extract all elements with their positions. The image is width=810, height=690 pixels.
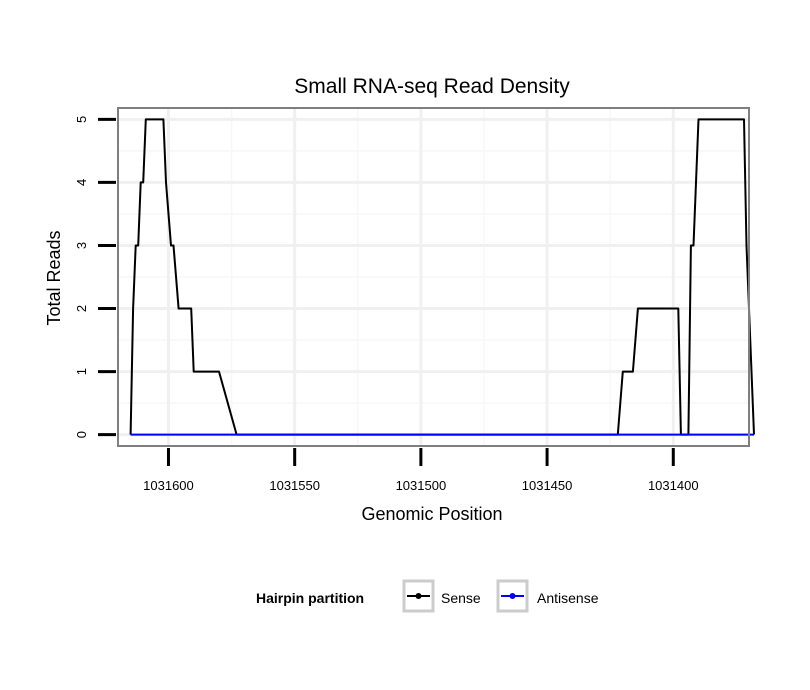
legend-key-antisense-point — [509, 593, 516, 599]
legend-label-antisense: Antisense — [537, 590, 599, 606]
x-axis: 1031600 1031550 1031500 1031450 1031400 — [143, 448, 699, 493]
x-tick-label-0: 1031600 — [143, 478, 194, 493]
y-tick-label-2: 2 — [74, 305, 89, 312]
plot-border — [117, 107, 750, 447]
legend-label-sense: Sense — [441, 590, 481, 606]
x-tick-label-2: 1031500 — [396, 478, 447, 493]
y-tick-label-5: 5 — [74, 116, 89, 123]
series-layer — [129, 118, 755, 436]
y-tick-label-4: 4 — [74, 179, 89, 186]
legend-key-antisense-box — [496, 579, 529, 613]
legend-key-sense-point — [415, 593, 422, 599]
y-tick-label-0: 0 — [74, 431, 89, 438]
x-tick-label-4: 1031400 — [648, 478, 699, 493]
chart-title: Small RNA-seq Read Density — [294, 75, 570, 98]
legend-title: Hairpin partition — [256, 590, 364, 606]
y-axis: 0 1 2 3 4 5 — [74, 116, 116, 438]
y-tick-label-3: 3 — [74, 242, 89, 249]
y-tick-label-1: 1 — [74, 368, 89, 375]
legend-key-sense-box — [402, 579, 435, 613]
x-axis-title: Genomic Position — [361, 504, 502, 524]
x-tick-label-1: 1031550 — [269, 478, 320, 493]
legend: Hairpin partition Sense Antisense — [256, 579, 599, 613]
y-axis-title: Total Reads — [44, 230, 64, 325]
legend-entry-antisense: Antisense — [496, 579, 599, 613]
legend-entry-sense: Sense — [402, 579, 481, 613]
x-tick-label-3: 1031450 — [522, 478, 573, 493]
